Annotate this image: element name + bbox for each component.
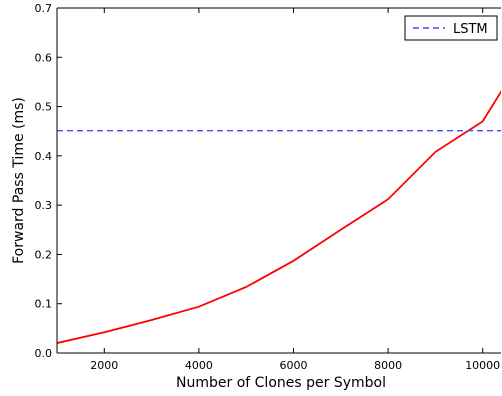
y-tick-label-0.6: 0.6	[35, 51, 53, 64]
x-tick-label-10000: 10000	[465, 359, 500, 372]
y-tick-label-0.5: 0.5	[35, 101, 53, 114]
y-tick-label-0: 0.0	[35, 347, 53, 360]
series-line-series-1	[57, 90, 501, 344]
x-tick-label-8000: 8000	[374, 359, 402, 372]
legend-label-lstm: LSTM	[453, 22, 488, 37]
y-tick-label-0.4: 0.4	[35, 150, 53, 163]
y-tick-label-0.2: 0.2	[35, 248, 53, 261]
x-tick-label-4000: 4000	[185, 359, 213, 372]
x-tick-label-6000: 6000	[280, 359, 308, 372]
legend: LSTM	[404, 15, 498, 41]
y-tick-label-0.3: 0.3	[35, 199, 53, 212]
x-tick-label-2000: 2000	[90, 359, 118, 372]
y-tick-label-0.1: 0.1	[35, 298, 53, 311]
series-layer	[57, 90, 501, 344]
y-axis-label: Forward Pass Time (ms)	[11, 97, 27, 264]
x-axis-label: Number of Clones per Symbol	[176, 375, 386, 391]
axes-layer: 2000 4000 6000 8000 10000 0.0 0.1 0.2 0.3 0.4 0.5 0…	[35, 2, 501, 372]
legend-box	[404, 15, 498, 41]
y-tick-label-0.7: 0.7	[35, 2, 53, 15]
